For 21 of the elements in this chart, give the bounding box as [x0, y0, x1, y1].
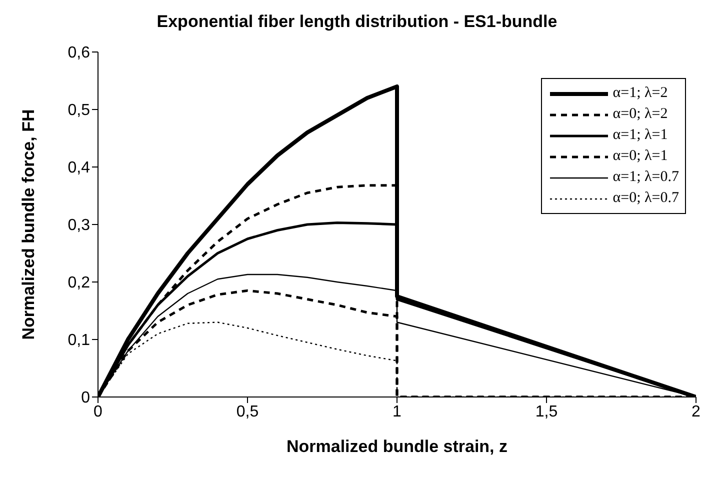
- y-tick-label: 0: [81, 390, 90, 407]
- chart-title: Exponential fiber length distribution - ES1-bundle: [156, 11, 558, 33]
- legend-label: α=0; λ=1: [612, 148, 668, 165]
- y-axis-title: Normalized bundle force, FH: [19, 109, 38, 340]
- x-tick-label: 1,5: [535, 403, 558, 420]
- legend-label: α=1; λ=1: [612, 127, 668, 144]
- x-tick-label: 2: [692, 403, 701, 420]
- legend-label: α=1; λ=0.7: [612, 169, 679, 186]
- x-tick-label: 0,5: [236, 403, 259, 420]
- legend-label: α=0; λ=2: [612, 106, 668, 123]
- legend-label: α=1; λ=2: [612, 85, 668, 102]
- y-tick-label: 0,6: [68, 44, 90, 62]
- legend-label: α=0; λ=0.7: [612, 190, 679, 207]
- y-tick-label: 0,3: [68, 217, 90, 234]
- x-axis-title: Normalized bundle strain, z: [286, 437, 508, 456]
- y-tick-label: 0,1: [68, 332, 90, 350]
- x-tick-label: 1: [392, 403, 402, 420]
- y-tick-label: 0,5: [68, 102, 90, 120]
- y-tick-label: 0,4: [68, 160, 90, 177]
- x-tick-label: 0: [94, 403, 103, 420]
- y-tick-label: 0,2: [68, 274, 90, 292]
